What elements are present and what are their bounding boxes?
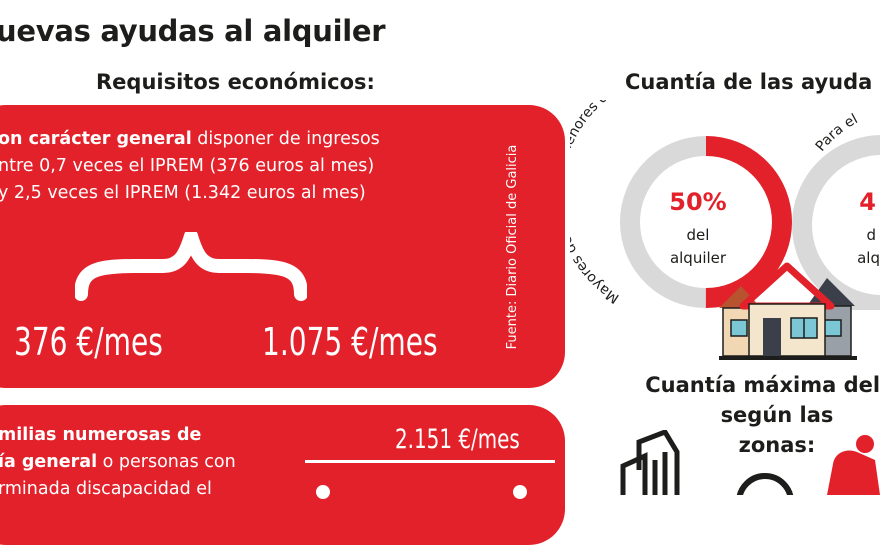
- amount-familias: 2.151 €/mes: [395, 424, 520, 455]
- city-zone-icon: [620, 430, 880, 495]
- cuantia-heading: Cuantía de las ayuda: [625, 70, 873, 94]
- general-line3: y 2,5 veces el IPREM (1.342 euros al mes…: [0, 183, 366, 203]
- familias-line2: o personas con: [97, 452, 236, 472]
- source-text: Fuente: Diario Oficial de Galicia: [505, 145, 520, 350]
- gauge-second-track: [792, 135, 880, 310]
- curly-brace-icon: [75, 232, 307, 301]
- familias-bold-label: milias numerosas de: [0, 425, 202, 445]
- gauge-fill: [620, 136, 792, 308]
- amount-min: 376 €/mes: [14, 320, 163, 364]
- divider-dot-right: [513, 485, 527, 499]
- familias-line3: rminada discapacidad el: [0, 479, 212, 499]
- familias-requirement-text: milias numerosas de ía general o persona…: [0, 422, 236, 503]
- cuantia-maxima-line1: Cuantía máxima del al: [645, 373, 880, 397]
- house-icon: [719, 262, 857, 360]
- requisitos-heading: Requisitos económicos:: [96, 70, 375, 94]
- amount-divider: [305, 460, 555, 463]
- divider-dot-left: [316, 485, 330, 499]
- gauge-second-line2: alq: [857, 249, 880, 267]
- gauge-line2: alquiler: [670, 249, 727, 267]
- gauge-second-percent: 4: [859, 188, 876, 216]
- cuantia-maxima-heading: Cuantía máxima del al según las zonas:: [612, 370, 880, 460]
- gauge-percent: 50%: [669, 188, 726, 216]
- main-title: uevas ayudas al alquiler: [0, 14, 386, 48]
- general-bold-label: on carácter general: [0, 129, 192, 149]
- cuantia-maxima-line2: según las: [720, 403, 834, 427]
- gauge-second-line1: d: [866, 226, 876, 244]
- general-requirement-text: on carácter general disponer de ingresos…: [0, 126, 380, 207]
- source-note: Fuente: Diario Oficial de Galicia: [505, 145, 520, 350]
- amount-max: 1.075 €/mes: [262, 320, 438, 364]
- cuantia-maxima-line3: zonas:: [738, 433, 816, 457]
- general-requirement-panel: [0, 105, 565, 388]
- familias-bold-label-2: ía general: [0, 452, 98, 472]
- general-line2: ntre 0,7 veces el IPREM (376 euros al me…: [0, 156, 375, 176]
- cuantia-gauges: 50% del alquiler Mayores de 65 años y me…: [570, 100, 880, 310]
- gauge-line1: del: [687, 226, 710, 244]
- general-line1: disponer de ingresos: [191, 129, 380, 149]
